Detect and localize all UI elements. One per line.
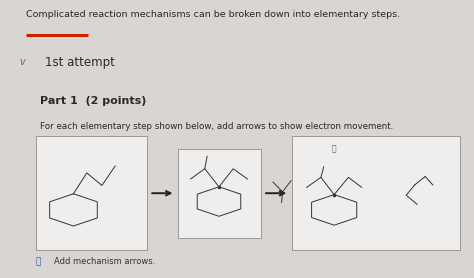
Bar [178,149,261,238]
Text: 🔒: 🔒 [332,145,337,153]
Text: Part 1  (2 points): Part 1 (2 points) [40,96,146,106]
Text: Add mechanism arrows.: Add mechanism arrows. [54,257,155,266]
Bar [36,136,147,250]
Bar [292,136,460,250]
Text: 1st attempt: 1st attempt [45,56,115,69]
Text: ⓘ: ⓘ [36,257,41,266]
Text: For each elementary step shown below, add arrows to show electron movement.: For each elementary step shown below, ad… [40,122,393,131]
Text: v: v [19,57,25,67]
Text: Complicated reaction mechanisms can be broken down into elementary steps.: Complicated reaction mechanisms can be b… [26,10,400,19]
